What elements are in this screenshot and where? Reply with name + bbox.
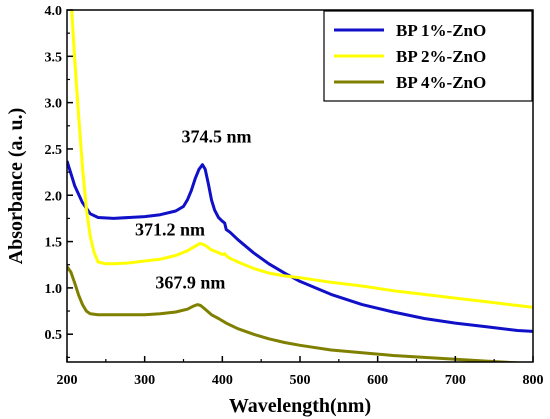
y-tick-label: 1.5 xyxy=(45,236,63,251)
ticks-layer: 200 300 400 500 600 700 800 0.5 1.0 1.5 2.0 2.5 3.0 3… xyxy=(45,4,544,388)
x-tick-label: 300 xyxy=(134,373,155,388)
y-tick-label: 2.5 xyxy=(45,143,63,158)
y-tick-label: 0.5 xyxy=(45,328,63,343)
series-layer xyxy=(67,10,533,362)
y-tick-label: 2.0 xyxy=(45,189,63,204)
legend-label: BP 2%-ZnO xyxy=(396,47,486,66)
x-tick-label: 800 xyxy=(523,373,544,388)
annotation-layer: 374.5 nm 371.2 nm 367.9 nm xyxy=(135,127,252,293)
x-tick-label: 500 xyxy=(290,373,311,388)
peak-annotation: 367.9 nm xyxy=(155,273,225,293)
legend-label: BP 4%-ZnO xyxy=(396,73,486,92)
series-line-3 xyxy=(67,265,527,362)
y-tick-label: 3.0 xyxy=(45,97,63,112)
x-axis-title: Wavelength(nm) xyxy=(229,395,371,417)
peak-annotation: 374.5 nm xyxy=(182,127,252,147)
legend: BP 1%-ZnO BP 2%-ZnO BP 4%-ZnO xyxy=(323,10,533,102)
x-tick-label: 200 xyxy=(57,373,78,388)
y-tick-label: 1.0 xyxy=(45,282,63,297)
x-tick-label: 700 xyxy=(445,373,466,388)
peak-annotation: 371.2 nm xyxy=(135,219,205,239)
y-axis-title: Absorbance (a. u.) xyxy=(5,108,27,265)
legend-label: BP 1%-ZnO xyxy=(396,21,486,40)
x-tick-label: 600 xyxy=(367,373,388,388)
x-tick-label: 400 xyxy=(212,373,233,388)
y-tick-label: 3.5 xyxy=(45,50,63,65)
series-line-1 xyxy=(67,160,533,333)
series-line-2 xyxy=(70,10,533,309)
y-tick-label: 4.0 xyxy=(45,4,63,19)
